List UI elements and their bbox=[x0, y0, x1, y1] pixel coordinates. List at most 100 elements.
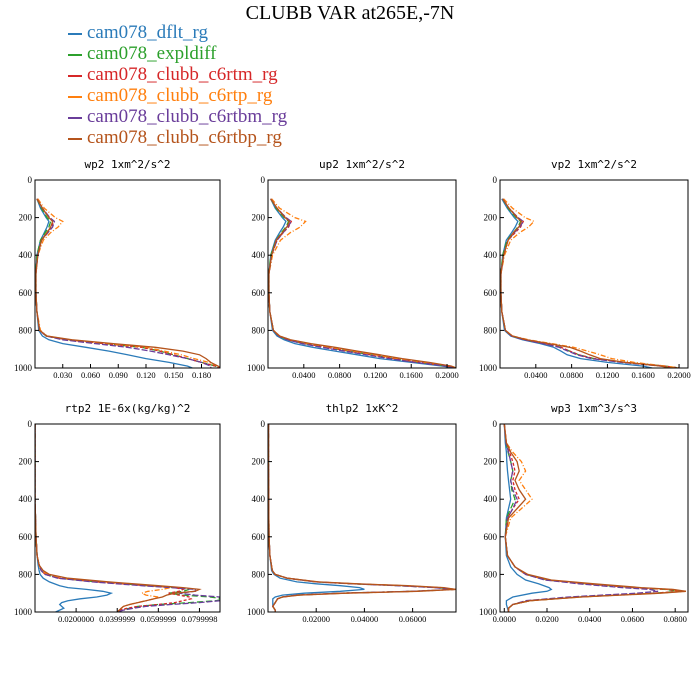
series-line bbox=[500, 198, 653, 368]
y-tick-label: 1000 bbox=[14, 363, 33, 373]
series-line bbox=[500, 198, 680, 368]
y-tick-label: 800 bbox=[252, 569, 266, 579]
series-line bbox=[35, 198, 193, 368]
y-tick-label: 800 bbox=[19, 325, 33, 335]
y-tick-label: 200 bbox=[252, 213, 266, 223]
y-tick-label: 600 bbox=[484, 532, 498, 542]
x-tick-label: 0.0800 bbox=[560, 370, 583, 380]
series-line bbox=[500, 198, 671, 368]
series-line bbox=[35, 198, 220, 368]
series-line bbox=[35, 198, 220, 368]
x-tick-label: 0.0800 bbox=[663, 614, 686, 624]
plot-frame bbox=[34, 423, 221, 613]
y-tick-label: 0 bbox=[493, 175, 498, 185]
y-tick-label: 800 bbox=[19, 569, 33, 579]
legend-line-c6rtbm bbox=[68, 117, 82, 119]
y-tick-label: 800 bbox=[484, 325, 498, 335]
legend-line-dflt bbox=[68, 33, 82, 35]
y-tick-label: 800 bbox=[484, 569, 498, 579]
x-tick-label: 0.0400 bbox=[292, 370, 315, 380]
legend-label-expldiff: cam078_expldiff bbox=[87, 43, 217, 64]
series-line bbox=[268, 198, 456, 368]
x-tick-label: 0.04000 bbox=[351, 614, 379, 624]
legend-line-c6rtm bbox=[68, 75, 82, 77]
y-tick-label: 400 bbox=[484, 494, 498, 504]
series-line bbox=[503, 424, 659, 612]
x-tick-label: 0.180 bbox=[192, 370, 211, 380]
y-tick-label: 1000 bbox=[14, 607, 33, 617]
series-line bbox=[500, 198, 680, 368]
panel-title: vp2 1xm^2/s^2 bbox=[551, 158, 637, 171]
series-line bbox=[35, 198, 220, 368]
series-line bbox=[35, 424, 202, 612]
plot-frame bbox=[499, 423, 689, 613]
series-line bbox=[503, 424, 553, 612]
x-tick-label: 0.0400 bbox=[578, 614, 601, 624]
series-group bbox=[503, 424, 686, 612]
series-line bbox=[268, 198, 456, 368]
chart-panel-4: rtp2 1E-6x(kg/kg)^2 0 200 400 600 800 1000 0.02… bbox=[14, 402, 221, 624]
y-tick-label: 400 bbox=[252, 494, 266, 504]
x-tick-label: 0.0200000 bbox=[58, 614, 94, 624]
plot-frame bbox=[499, 179, 689, 369]
y-tick-label: 800 bbox=[252, 325, 266, 335]
x-tick-label: 0.0800 bbox=[328, 370, 351, 380]
y-tick-label: 1000 bbox=[247, 607, 266, 617]
y-tick-label: 600 bbox=[252, 532, 266, 542]
series-line bbox=[35, 198, 212, 368]
series-line bbox=[35, 198, 220, 368]
y-tick-label: 0 bbox=[28, 175, 33, 185]
series-line bbox=[35, 424, 193, 612]
x-tick-label: 0.0600 bbox=[621, 614, 644, 624]
y-tick-label: 200 bbox=[252, 457, 266, 467]
x-tick-label: 0.0200 bbox=[535, 614, 558, 624]
plot-frame bbox=[34, 179, 221, 369]
x-tick-label: 0.090 bbox=[109, 370, 128, 380]
y-tick-label: 1000 bbox=[247, 363, 266, 373]
y-tick-label: 200 bbox=[484, 213, 498, 223]
y-tick-label: 200 bbox=[484, 457, 498, 467]
legend-label-c6rtm: cam078_clubb_c6rtm_rg bbox=[87, 64, 278, 85]
figure-title: CLUBB VAR at265E,-7N bbox=[245, 2, 455, 24]
x-tick-label: 0.2000 bbox=[435, 370, 458, 380]
x-tick-label: 0.030 bbox=[53, 370, 72, 380]
x-tick-label: 0.1600 bbox=[632, 370, 655, 380]
y-tick-label: 400 bbox=[19, 250, 33, 260]
series-group bbox=[35, 424, 220, 612]
x-tick-label: 0.02000 bbox=[302, 614, 330, 624]
y-tick-label: 0 bbox=[261, 419, 266, 429]
y-tick-label: 600 bbox=[252, 288, 266, 298]
y-tick-label: 600 bbox=[484, 288, 498, 298]
y-tick-label: 400 bbox=[252, 250, 266, 260]
panel-title: up2 1xm^2/s^2 bbox=[319, 158, 405, 171]
series-line bbox=[35, 424, 114, 612]
panel-title: rtp2 1E-6x(kg/kg)^2 bbox=[65, 402, 191, 415]
x-tick-label: 0.0399999 bbox=[99, 614, 135, 624]
y-tick-label: 200 bbox=[19, 457, 33, 467]
x-tick-label: 0.2000 bbox=[667, 370, 690, 380]
x-tick-label: 0.1200 bbox=[364, 370, 387, 380]
series-line bbox=[500, 198, 680, 368]
x-tick-label: 0.1200 bbox=[596, 370, 619, 380]
x-tick-label: 0.0799998 bbox=[181, 614, 217, 624]
legend-label-c6rtp: cam078_clubb_c6rtp_rg bbox=[87, 85, 273, 106]
x-tick-label: 0.0000 bbox=[493, 614, 516, 624]
panel-title: thlp2 1xK^2 bbox=[326, 402, 399, 415]
chart-panel-2: up2 1xm^2/s^2 0 200 400 600 800 1000 0.0400 0.08… bbox=[247, 158, 459, 380]
y-tick-label: 600 bbox=[19, 532, 33, 542]
y-tick-label: 200 bbox=[19, 213, 33, 223]
y-tick-label: 0 bbox=[493, 419, 498, 429]
series-line bbox=[268, 198, 456, 368]
series-line bbox=[268, 198, 456, 368]
legend-label-c6rtbp: cam078_clubb_c6rtbp_rg bbox=[87, 127, 282, 148]
y-tick-label: 1000 bbox=[479, 607, 498, 617]
x-tick-label: 0.120 bbox=[136, 370, 155, 380]
series-group bbox=[268, 198, 456, 368]
x-tick-label: 0.150 bbox=[164, 370, 183, 380]
chart-panel-5: thlp2 1xK^2 0 200 400 600 800 1000 0.02000 0.040… bbox=[247, 402, 457, 624]
x-tick-label: 0.0400 bbox=[524, 370, 547, 380]
plot-frame bbox=[267, 423, 457, 613]
y-tick-label: 1000 bbox=[479, 363, 498, 373]
